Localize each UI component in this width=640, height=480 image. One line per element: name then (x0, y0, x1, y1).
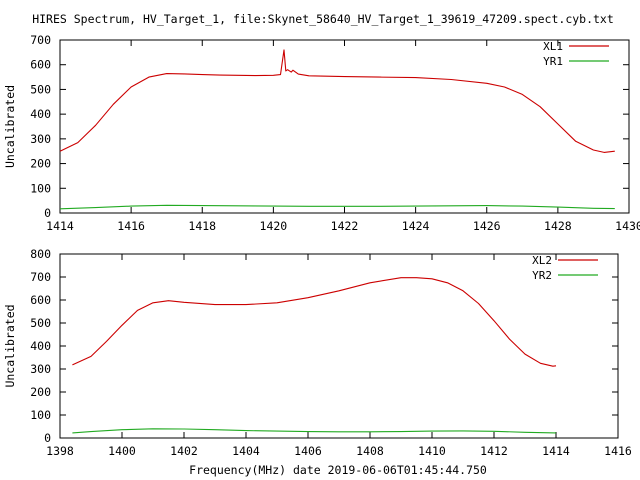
x-tick-label: 1410 (418, 444, 446, 458)
x-tick-label: 1416 (117, 219, 145, 233)
y-tick-label: 0 (44, 431, 51, 445)
figure-title: HIRES Spectrum, HV_Target_1, file:Skynet… (32, 12, 614, 26)
x-tick-label: 1412 (480, 444, 508, 458)
series-line-yr2 (72, 428, 557, 434)
y-tick-label: 300 (30, 132, 51, 146)
y-tick-label: 200 (30, 385, 51, 399)
y-tick-label: 100 (30, 408, 51, 422)
y-tick-label: 600 (30, 293, 51, 307)
y-axis-label: Uncalibrated (3, 304, 17, 387)
x-tick-label: 1414 (542, 444, 570, 458)
y-tick-label: 0 (44, 206, 51, 220)
y-tick-label: 500 (30, 82, 51, 96)
x-tick-label: 1402 (170, 444, 198, 458)
legend-label-yr1: YR1 (543, 55, 563, 68)
series-line-yr1 (59, 204, 615, 210)
x-tick-label: 1408 (356, 444, 384, 458)
plot-panel-2: 1398 1400 1402 1404 1406 1408 1410 1412 1414 1416… (3, 247, 632, 458)
x-tick-label: 1424 (402, 219, 430, 233)
series-line-xl2 (72, 277, 557, 367)
plot-panel-1: 1414 1416 1418 1420 1422 1424 1426 1428 1430 0 100… (3, 33, 640, 233)
y-tick-label: 100 (30, 181, 51, 195)
legend-label-yr2: YR2 (532, 269, 552, 282)
y-tick-label: 700 (30, 33, 51, 47)
x-tick-label: 1414 (46, 219, 74, 233)
x-tick-label: 1400 (108, 444, 136, 458)
x-tick-label: 1404 (232, 444, 260, 458)
y-tick-label: 400 (30, 339, 51, 353)
y-axis-label: Uncalibrated (3, 85, 17, 168)
x-tick-label: 1418 (188, 219, 216, 233)
y-tick-label: 500 (30, 316, 51, 330)
legend-label-xl1: XL1 (543, 40, 563, 53)
x-axis-label: Frequency(MHz) date 2019-06-06T01:45:44.… (189, 463, 487, 477)
y-tick-label: 200 (30, 157, 51, 171)
y-tick-label: 800 (30, 247, 51, 261)
x-tick-label: 1422 (331, 219, 359, 233)
series-line-xl1 (59, 49, 615, 153)
x-tick-label: 1430 (615, 219, 640, 233)
y-tick-label: 700 (30, 270, 51, 284)
y-tick-label: 600 (30, 58, 51, 72)
x-tick-label: 1406 (294, 444, 322, 458)
x-tick-label: 1398 (46, 444, 74, 458)
legend-label-xl2: XL2 (532, 254, 552, 267)
x-tick-label: 1420 (260, 219, 288, 233)
y-tick-label: 400 (30, 107, 51, 121)
y-tick-label: 300 (30, 362, 51, 376)
x-tick-label: 1416 (604, 444, 632, 458)
x-tick-label: 1428 (544, 219, 572, 233)
x-tick-label: 1426 (473, 219, 501, 233)
